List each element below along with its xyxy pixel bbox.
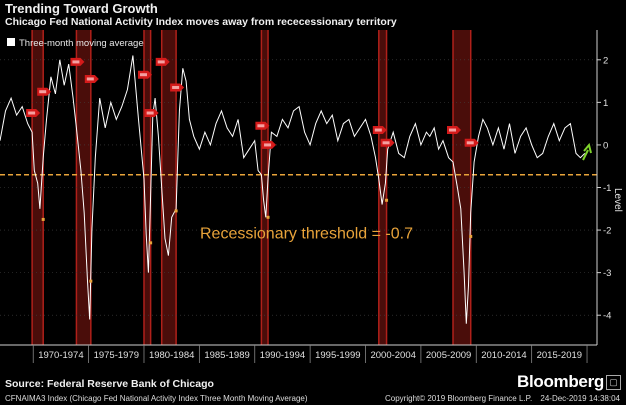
x-tick-label: 2000-2004 — [370, 350, 415, 361]
recession-tag-marker — [137, 70, 152, 79]
recession-tag-marker — [372, 126, 387, 135]
recession-tag-marker — [255, 121, 270, 130]
legend-swatch — [7, 38, 15, 46]
recession-tag-marker — [262, 140, 277, 149]
recession-tag-marker — [155, 57, 170, 66]
x-tick-label: 1980-1984 — [149, 350, 194, 361]
threshold-label: Recessionary threshold = -0.7 — [200, 226, 413, 243]
recession-tag-marker — [84, 74, 99, 83]
y-tick-label: -3 — [603, 268, 611, 279]
trough-marker — [266, 215, 270, 219]
y-tick-label: 0 — [603, 140, 608, 151]
footer-index: CFNAIMA3 Index (Chicago Fed National Act… — [5, 394, 308, 403]
recession-tag-text — [146, 111, 154, 115]
footer-timestamp: 24-Dec-2019 14:38:04 — [540, 394, 620, 403]
y-axis-label: Level — [612, 188, 623, 212]
y-tick-label: -1 — [603, 183, 611, 194]
recession-band — [453, 30, 471, 345]
recession-tag-text — [172, 85, 180, 89]
x-tick-label: 1990-1994 — [260, 350, 305, 361]
page-title: Trending Toward Growth — [5, 1, 158, 16]
trough-marker — [174, 209, 178, 213]
recession-tag-text — [139, 73, 147, 77]
recession-tag-marker — [144, 109, 159, 118]
x-tick-label: 1995-1999 — [315, 350, 360, 361]
series-line — [0, 55, 586, 324]
recession-tag-marker — [170, 83, 185, 92]
recession-tag-marker — [380, 138, 395, 147]
trough-marker — [385, 198, 389, 202]
recession-tag-marker — [70, 57, 85, 66]
recession-tag-text — [157, 60, 165, 64]
recession-tag-marker — [37, 87, 52, 96]
recession-tag-text — [86, 77, 94, 81]
recession-tag-marker — [26, 109, 41, 118]
footer-copyright: Copyright© 2019 Bloomberg Finance L.P. — [385, 394, 533, 403]
y-tick-label: -2 — [603, 226, 611, 237]
x-tick-label: 2015-2019 — [537, 350, 582, 361]
recession-tag-text — [39, 90, 47, 94]
recession-band — [378, 30, 387, 345]
uptrend-arrow-icon — [582, 142, 592, 161]
recession-tag-text — [466, 141, 474, 145]
trough-marker — [149, 241, 153, 245]
recession-tag-marker — [464, 138, 479, 147]
x-tick-label: 2005-2009 — [426, 350, 471, 361]
recession-tag-text — [449, 128, 457, 132]
legend-label: Three-month moving average — [19, 38, 144, 49]
y-tick-label: -4 — [603, 311, 611, 322]
trough-marker — [41, 217, 45, 221]
x-tick-label: 1985-1989 — [204, 350, 249, 361]
recession-tag-text — [382, 141, 390, 145]
recession-tag-text — [257, 124, 265, 128]
recession-tag-text — [72, 60, 80, 64]
y-tick-label: 2 — [603, 55, 608, 66]
recession-tag-text — [264, 143, 272, 147]
recession-tag-text — [374, 128, 382, 132]
trough-marker — [469, 234, 473, 238]
x-tick-label: 1970-1974 — [38, 350, 83, 361]
page-subtitle: Chicago Fed National Activity Index move… — [5, 16, 397, 28]
x-tick-label: 1975-1979 — [94, 350, 139, 361]
y-tick-label: 1 — [603, 98, 608, 109]
recession-tag-marker — [447, 126, 462, 135]
bloomberg-terminal-icon: ▢ — [606, 375, 621, 390]
recession-band — [143, 30, 151, 345]
brand-logo: Bloomberg — [516, 372, 604, 391]
recession-tag-text — [28, 111, 36, 115]
x-tick-label: 2010-2014 — [481, 350, 526, 361]
chart: Recessionary threshold = -0.7 Three-mont… — [0, 30, 623, 363]
trough-marker — [89, 279, 93, 283]
source-note: Source: Federal Reserve Bank of Chicago — [5, 378, 214, 390]
